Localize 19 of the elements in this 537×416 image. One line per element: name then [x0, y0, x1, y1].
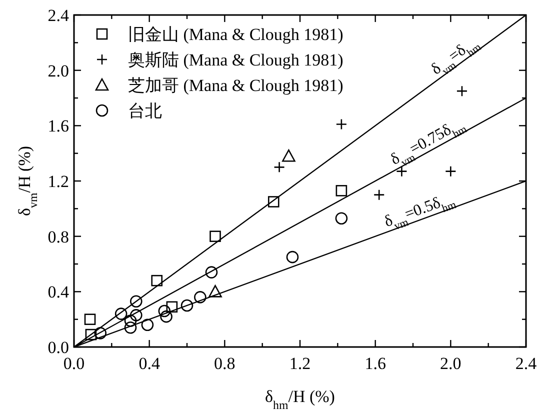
- y-tick-label: 0.8: [48, 227, 69, 246]
- legend-label: 旧金山 (Mana & Clough 1981): [128, 25, 344, 44]
- x-axis-title: δ$_{hm}$/H (%): [265, 387, 335, 412]
- y-tick-label: 0.0: [48, 338, 69, 357]
- y-tick-label: 2.4: [48, 6, 70, 25]
- y-tick-label: 0.4: [48, 282, 70, 302]
- x-tick-label: 1.6: [364, 354, 386, 373]
- y-tick-label: 2.0: [48, 61, 69, 80]
- legend-label: 奥斯陆 (Mana & Clough 1981): [128, 50, 344, 70]
- y-tick-label: 1.2: [48, 172, 69, 191]
- legend-label: 台北: [128, 102, 162, 120]
- x-tick-label: 1.2: [289, 354, 311, 373]
- legend-label: 芝加哥 (Mana & Clough 1981): [128, 76, 344, 95]
- x-tick-label: 2.4: [515, 354, 537, 373]
- x-tick-label: 2.0: [440, 354, 462, 373]
- x-tick-label: 0.8: [214, 354, 236, 373]
- y-tick-label: 1.6: [48, 116, 69, 136]
- x-tick-label: 0.4: [138, 354, 160, 373]
- x-tick-label: 0.0: [63, 354, 85, 373]
